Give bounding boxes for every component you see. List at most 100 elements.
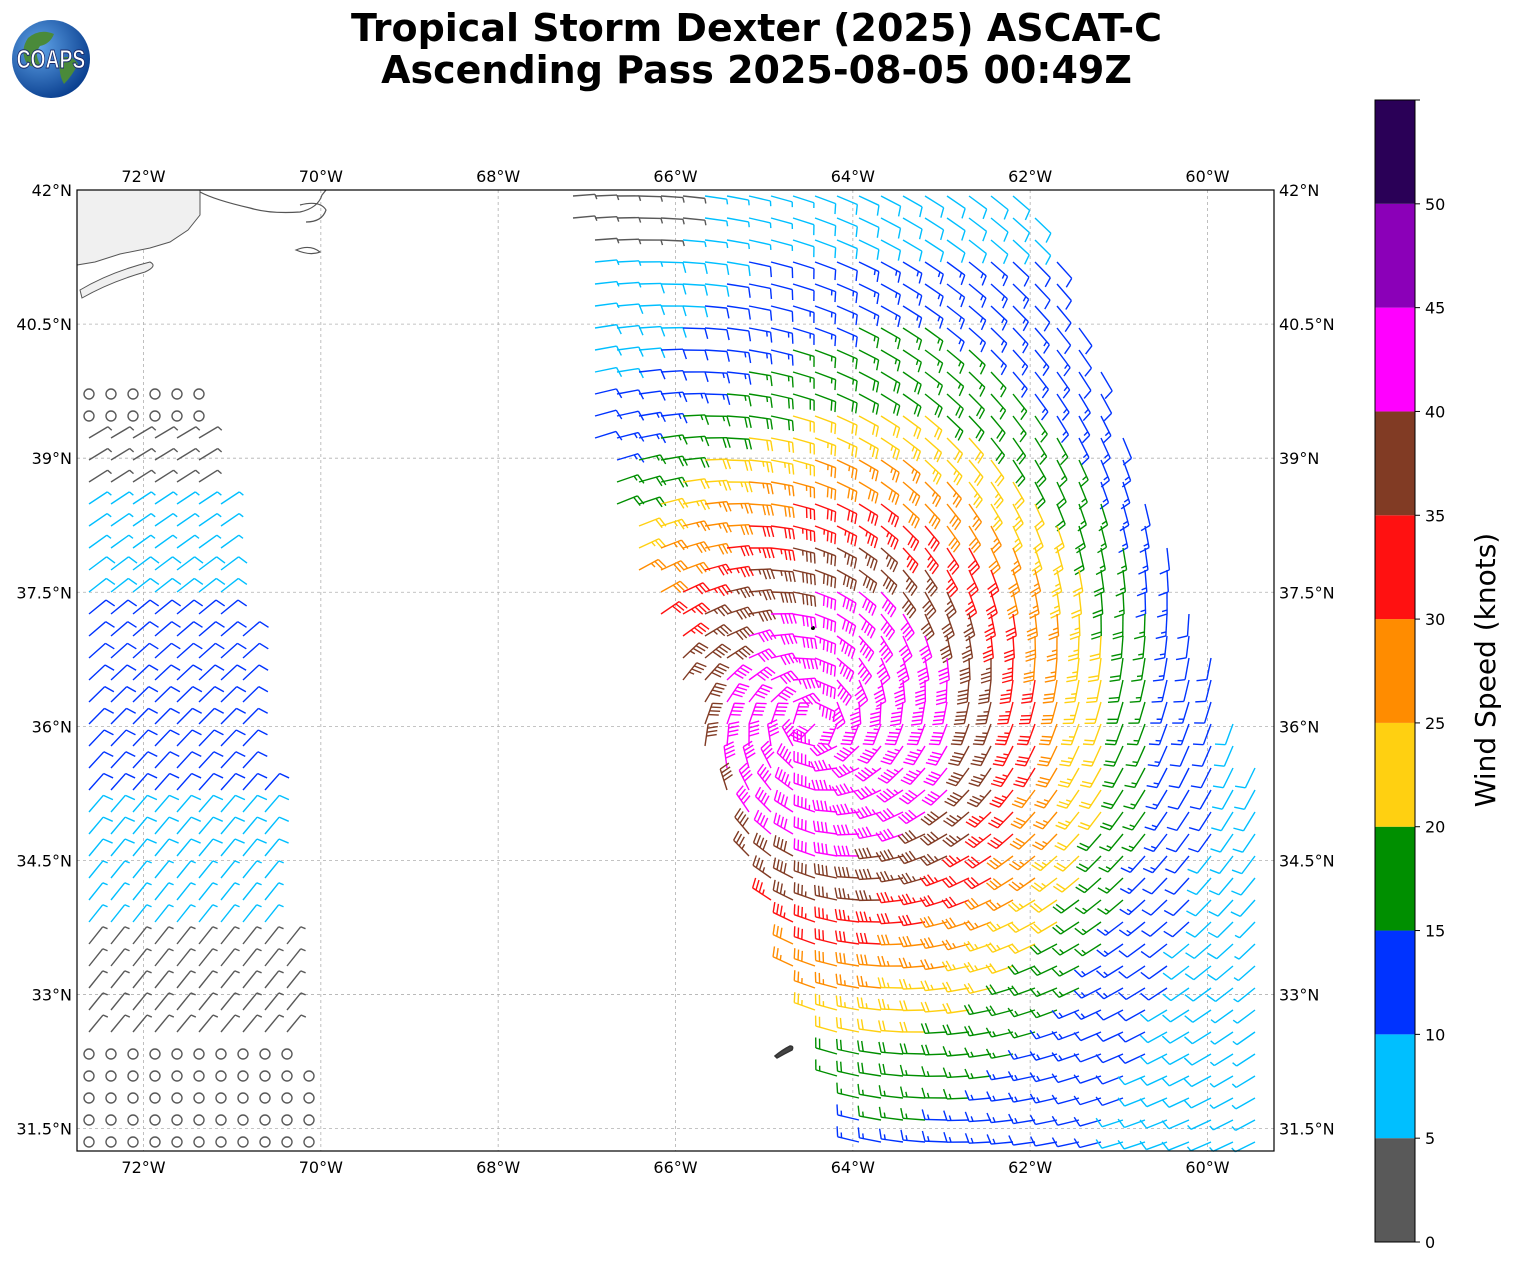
wind-barb <box>748 195 772 207</box>
barb-flag <box>923 835 932 844</box>
calm-circle <box>171 1048 183 1060</box>
barb-half-flag <box>194 512 200 518</box>
barb-flag <box>1102 822 1113 828</box>
wind-barb <box>814 371 837 391</box>
barb-staff <box>286 970 302 989</box>
wind-barb <box>1121 833 1146 852</box>
barb-flag <box>1072 587 1083 594</box>
barb-flag <box>1041 411 1049 421</box>
barb-flag <box>978 701 989 705</box>
wind-barb <box>946 481 962 508</box>
barb-flag <box>883 650 892 660</box>
barb-flag <box>1119 524 1130 532</box>
barb-half-flag <box>905 577 910 583</box>
wind-barb <box>242 838 267 857</box>
wind-barb <box>1091 613 1102 640</box>
barb-flag <box>970 779 982 784</box>
barb-flag <box>905 580 913 590</box>
barb-flag <box>930 739 941 742</box>
barb-flag <box>744 481 749 493</box>
barb-flag <box>805 695 814 705</box>
barb-half-flag <box>1161 609 1168 613</box>
barb-flag <box>806 678 812 689</box>
barb-flag <box>237 621 247 628</box>
wind-barb <box>836 283 858 304</box>
wind-barb <box>772 857 794 879</box>
barb-flag <box>695 585 704 595</box>
barb-flag <box>1005 631 1016 637</box>
barb-flag <box>1085 345 1093 355</box>
barb-flag <box>726 329 730 341</box>
wind-barb <box>132 447 157 461</box>
wind-barb <box>748 609 777 622</box>
wind-barb <box>1145 789 1168 810</box>
barb-flag <box>1080 801 1092 806</box>
wind-barb <box>1175 635 1190 661</box>
wind-barb <box>726 415 752 429</box>
barb-flag <box>918 251 923 262</box>
wind-barb <box>1086 679 1102 704</box>
barb-staff <box>242 729 259 747</box>
barb-staff <box>176 816 192 835</box>
barb-flag <box>994 474 1003 484</box>
barb-flag <box>1075 866 1086 873</box>
barb-staff <box>176 751 193 769</box>
barb-flag <box>775 948 779 959</box>
barb-half-flag <box>1071 693 1077 695</box>
wind-barb <box>1163 921 1190 938</box>
barb-flag <box>897 338 901 350</box>
barb-half-flag <box>678 392 682 398</box>
barb-half-flag <box>766 374 769 381</box>
barb-flag <box>791 442 795 453</box>
barb-flag <box>868 603 874 614</box>
barb-flag <box>842 596 847 608</box>
barb-flag <box>1102 435 1112 444</box>
barb-flag <box>725 563 733 574</box>
barb-flag <box>1162 951 1173 959</box>
wind-barb <box>660 326 687 338</box>
barb-staff <box>638 195 662 198</box>
barb-staff <box>1176 811 1190 831</box>
barb-flag <box>941 859 951 868</box>
barb-flag <box>735 833 743 844</box>
barb-flag <box>971 815 982 823</box>
wind-barb <box>898 957 926 969</box>
wind-barb <box>660 434 688 445</box>
barb-flag <box>855 248 858 260</box>
wind-barb <box>176 751 202 769</box>
barb-flag <box>1091 631 1102 636</box>
barb-flag <box>813 841 817 853</box>
wind-barb <box>814 415 837 435</box>
barb-half-flag <box>234 1014 241 1018</box>
wind-barb <box>1123 789 1146 810</box>
wind-barb <box>154 816 180 835</box>
barb-flag <box>973 495 981 506</box>
barb-flag <box>967 940 975 951</box>
calm-circle <box>171 410 183 422</box>
wind-barb <box>176 469 200 483</box>
wind-barb <box>990 415 1006 442</box>
wind-barb <box>924 569 938 597</box>
wind-barb <box>1207 921 1234 939</box>
barb-flag <box>879 830 887 841</box>
barb-staff <box>154 882 170 901</box>
barb-flag <box>791 485 795 497</box>
wind-barb <box>902 371 922 395</box>
barb-flag <box>691 668 702 674</box>
barb-staff <box>220 599 239 615</box>
barb-staff <box>1221 789 1234 810</box>
barb-flag <box>1040 756 1052 760</box>
barb-flag <box>834 445 837 457</box>
wind-barb <box>88 512 112 527</box>
barb-staff <box>198 773 215 791</box>
barb-staff <box>110 469 130 483</box>
barb-flag <box>973 544 982 554</box>
barb-staff <box>110 838 126 857</box>
barb-flag <box>1024 254 1030 265</box>
barb-flag <box>833 866 838 877</box>
barb-flag <box>672 605 682 614</box>
barb-flag <box>148 707 159 714</box>
barb-staff <box>968 195 988 210</box>
barb-flag <box>767 719 778 725</box>
barb-half-flag <box>1099 565 1105 569</box>
